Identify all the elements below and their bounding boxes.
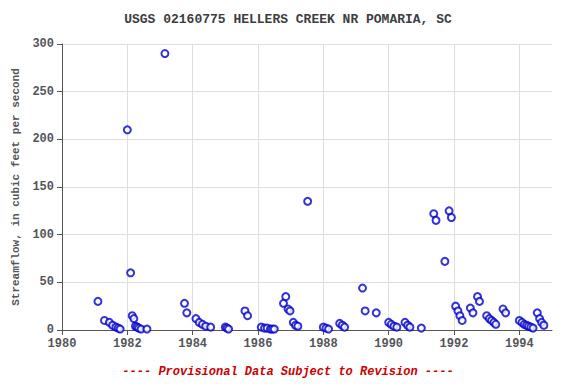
svg-text:0: 0 xyxy=(47,323,54,337)
svg-text:USGS 02160775 HELLERS CREEK NR: USGS 02160775 HELLERS CREEK NR POMARIA, … xyxy=(124,12,452,27)
svg-text:Streamflow, in cubic feet per: Streamflow, in cubic feet per second xyxy=(10,68,22,306)
svg-text:1990: 1990 xyxy=(374,337,403,351)
svg-text:1988: 1988 xyxy=(309,337,338,351)
svg-text:1992: 1992 xyxy=(440,337,469,351)
svg-text:50: 50 xyxy=(40,275,54,289)
svg-text:1982: 1982 xyxy=(113,337,142,351)
svg-text:150: 150 xyxy=(32,180,54,194)
svg-text:1986: 1986 xyxy=(244,337,273,351)
svg-text:300: 300 xyxy=(32,37,54,51)
svg-text:250: 250 xyxy=(32,85,54,99)
svg-text:100: 100 xyxy=(32,228,54,242)
svg-text:1980: 1980 xyxy=(48,337,77,351)
svg-text:1984: 1984 xyxy=(178,337,207,351)
svg-text:200: 200 xyxy=(32,132,54,146)
svg-text:---- Provisional Data Subject: ---- Provisional Data Subject to Revisio… xyxy=(122,365,453,379)
svg-text:1994: 1994 xyxy=(505,337,534,351)
